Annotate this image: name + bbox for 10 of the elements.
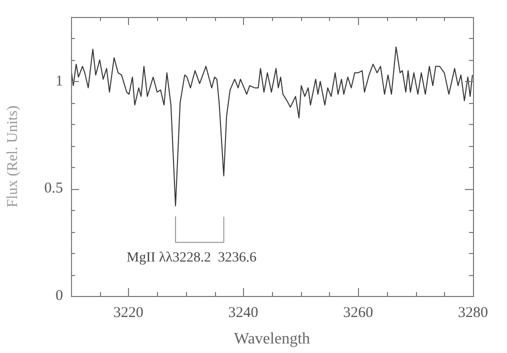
y-tick-label: 0.5	[44, 180, 63, 197]
y-axis-title: Flux (Rel. Units)	[4, 105, 21, 208]
x-tick-label: 3240	[228, 304, 258, 321]
y-tick-label: 0	[56, 288, 63, 304]
x-axis-title: Wavelength	[234, 330, 310, 348]
y-tick-label: 1	[56, 73, 63, 90]
annotation: MgII λλ3228.2 3236.6	[126, 250, 257, 266]
x-tick-label: 3280	[458, 304, 488, 321]
x-tick-label: 3220	[113, 304, 144, 321]
x-tick-label: 3260	[343, 304, 374, 321]
